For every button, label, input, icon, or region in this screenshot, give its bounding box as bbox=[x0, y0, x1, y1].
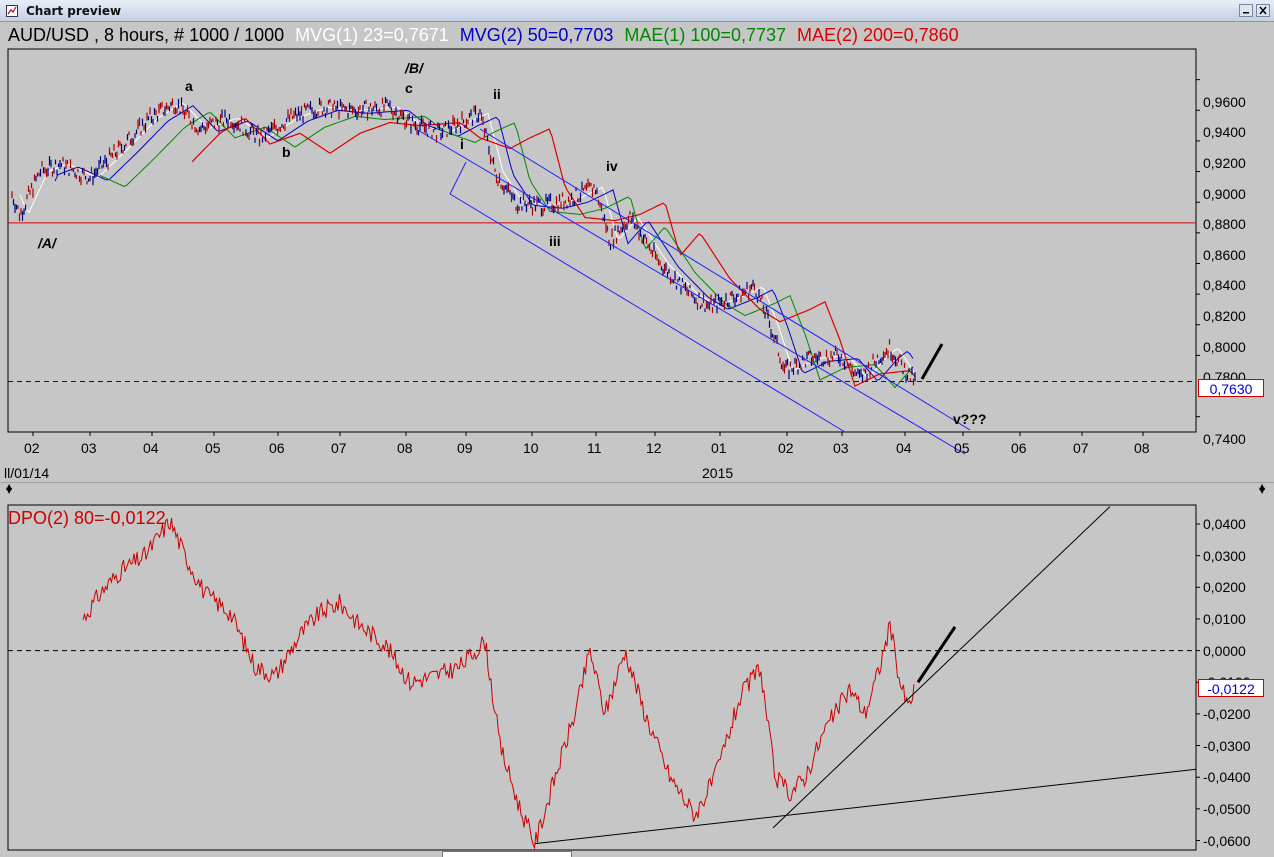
price-x-tick-13: 03 bbox=[833, 440, 849, 456]
price-y-tick-5: 0,8600 bbox=[1203, 246, 1246, 263]
price-x-tick-18: 08 bbox=[1134, 440, 1150, 456]
dpo-legend: DPO(2) 80=-0,0122 bbox=[8, 508, 166, 528]
price-plot-area bbox=[7, 48, 1197, 433]
legend-mvg1: MVG(1) 23=0,7671 bbox=[295, 25, 449, 45]
price-y-tick-8: 0,8000 bbox=[1203, 338, 1246, 355]
minimize-icon bbox=[1243, 12, 1249, 14]
channel-left-edge bbox=[449, 161, 467, 195]
legend-mvg2: MVG(2) 50=0,7703 bbox=[459, 25, 614, 45]
annotation-wave-iii: iii bbox=[549, 233, 561, 249]
dpo-y-tick-0: 0,0400 bbox=[1203, 515, 1246, 532]
annotation-wave-iv: iv bbox=[606, 158, 618, 174]
price-x-tick-2: 04 bbox=[143, 440, 159, 456]
close-button[interactable] bbox=[1256, 4, 1270, 17]
dpo-y-tick-9: -0,0500 bbox=[1203, 800, 1251, 817]
price-y-tick-11: 0,7400 bbox=[1203, 430, 1246, 447]
price-panel[interactable]: AUD/USD , 8 hours, # 1000 / 1000 MVG(1) … bbox=[0, 22, 1274, 482]
splitter-up-icon-right[interactable]: ▲ bbox=[1259, 482, 1266, 491]
dpo-panel[interactable]: DPO(2) 80=-0,0122 0,0400 0,0300 0,0200 0,01… bbox=[0, 492, 1274, 856]
start-date-label: ll/01/14 bbox=[4, 465, 50, 481]
dpo-y-tick-1: 0,0300 bbox=[1203, 547, 1246, 564]
price-x-tick-14: 04 bbox=[896, 440, 912, 456]
dpo-value-tag: -0,0122 bbox=[1198, 679, 1264, 697]
dpo-y-tick-8: -0,0400 bbox=[1203, 769, 1251, 786]
dpo-support-trendline bbox=[534, 768, 1197, 845]
dpo-y-tick-4: 0,0000 bbox=[1203, 642, 1246, 659]
splitter-down-icon-left[interactable]: ▼ bbox=[6, 486, 13, 495]
annotation-wave-v: v??? bbox=[953, 411, 987, 427]
minimize-button[interactable] bbox=[1239, 4, 1253, 17]
annotation-wave-B: /B/ bbox=[405, 60, 423, 76]
price-x-tick-9: 11 bbox=[587, 440, 602, 456]
annotation-wave-a: a bbox=[185, 78, 193, 94]
price-y-tick-6: 0,8400 bbox=[1203, 277, 1246, 294]
splitter-down-icon-right[interactable]: ▼ bbox=[1259, 486, 1266, 495]
legend-mae1: MAE(1) 100=0,7737 bbox=[624, 25, 786, 45]
panel-splitter[interactable]: ▲ ▼ ▲ ▼ bbox=[0, 482, 1274, 495]
price-y-tick-7: 0,8200 bbox=[1203, 308, 1246, 325]
annotation-wave-c: c bbox=[405, 80, 413, 96]
price-x-tick-7: 09 bbox=[457, 440, 473, 456]
dpo-y-tick-6: -0,0200 bbox=[1203, 705, 1251, 722]
projection-arrow-top bbox=[920, 343, 944, 380]
window-title: Chart preview bbox=[26, 4, 122, 18]
mvg2-line bbox=[54, 105, 914, 381]
price-x-tick-4: 06 bbox=[269, 440, 285, 456]
price-x-tick-0: 02 bbox=[24, 440, 40, 456]
price-x-tick-15: 05 bbox=[954, 440, 970, 456]
dpo-line bbox=[82, 517, 915, 850]
annotation-wave-A: /A/ bbox=[38, 235, 56, 251]
price-x-tick-3: 05 bbox=[205, 440, 221, 456]
price-x-tick-8: 10 bbox=[523, 440, 539, 456]
channel-lower-line bbox=[449, 193, 846, 433]
current-price-tag: 0,7630 bbox=[1198, 379, 1264, 397]
projection-arrow-bottom bbox=[916, 626, 957, 684]
price-x-tick-6: 08 bbox=[397, 440, 413, 456]
dpo-y-tick-2: 0,0200 bbox=[1203, 579, 1246, 596]
price-x-tick-5: 07 bbox=[331, 440, 347, 456]
annotation-wave-b: b bbox=[282, 144, 291, 160]
close-icon bbox=[1259, 6, 1267, 15]
price-x-tick-17: 07 bbox=[1073, 440, 1089, 456]
channel-upper-line bbox=[415, 128, 966, 455]
window-titlebar[interactable]: Chart preview bbox=[0, 0, 1274, 22]
mae2-line bbox=[191, 118, 916, 387]
dpo-y-tick-3: 0,0100 bbox=[1203, 610, 1246, 627]
price-chart[interactable] bbox=[0, 22, 1274, 482]
legend-mae2: MAE(2) 200=0,7860 bbox=[797, 25, 959, 45]
price-x-tick-11: 01 bbox=[711, 440, 727, 456]
bottom-tab[interactable] bbox=[442, 851, 572, 857]
price-x-tick-10: 12 bbox=[646, 440, 662, 456]
chart-app-icon bbox=[6, 5, 18, 17]
price-y-tick-2: 0,9200 bbox=[1203, 154, 1246, 171]
price-y-tick-1: 0,9400 bbox=[1203, 124, 1246, 141]
dpo-plot-area bbox=[7, 504, 1197, 851]
annotation-wave-ii: ii bbox=[493, 86, 501, 102]
dpo-rising-trendline bbox=[772, 506, 1111, 829]
price-y-tick-0: 0,9600 bbox=[1203, 93, 1246, 110]
year-label: 2015 bbox=[702, 465, 734, 481]
price-x-tick-16: 06 bbox=[1011, 440, 1027, 456]
price-y-tick-3: 0,9000 bbox=[1203, 185, 1246, 202]
dpo-y-tick-7: -0,0300 bbox=[1203, 737, 1251, 754]
legend-symbol: AUD/USD , 8 hours, # 1000 / 1000 bbox=[8, 25, 285, 45]
dpo-chart[interactable] bbox=[0, 492, 1274, 856]
mae1-line bbox=[99, 112, 914, 389]
price-x-tick-12: 02 bbox=[778, 440, 794, 456]
price-x-tick-1: 03 bbox=[81, 440, 97, 456]
channel-mid-line bbox=[479, 128, 971, 431]
price-y-tick-4: 0,8800 bbox=[1203, 216, 1246, 233]
splitter-up-icon-left[interactable]: ▲ bbox=[6, 482, 13, 491]
annotation-wave-i: i bbox=[460, 136, 464, 152]
dpo-y-tick-10: -0,0600 bbox=[1203, 832, 1251, 849]
price-legend: AUD/USD , 8 hours, # 1000 / 1000 MVG(1) … bbox=[8, 25, 965, 46]
